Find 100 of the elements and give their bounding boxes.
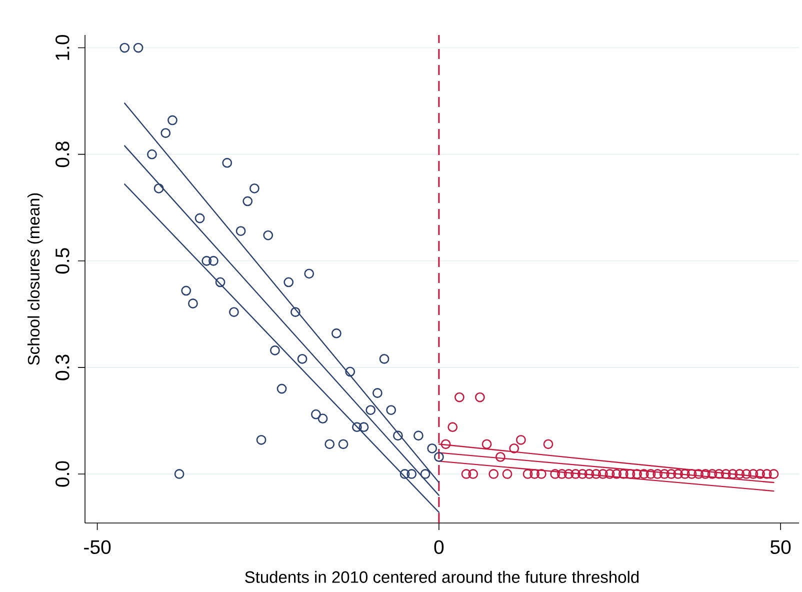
point xyxy=(632,469,642,479)
point xyxy=(530,469,540,479)
point xyxy=(734,469,745,479)
y-tick-label: 0.5 xyxy=(56,248,70,274)
point xyxy=(147,149,157,160)
point xyxy=(222,158,232,168)
point xyxy=(345,366,356,377)
point xyxy=(638,469,649,479)
point xyxy=(468,469,478,479)
point xyxy=(666,469,676,479)
point xyxy=(543,439,554,450)
point xyxy=(720,469,731,479)
point xyxy=(741,469,752,479)
point xyxy=(256,434,266,445)
point xyxy=(188,298,198,308)
y-tick-label: 0.3 xyxy=(56,354,70,380)
point xyxy=(673,469,684,479)
point xyxy=(194,213,205,224)
point xyxy=(297,354,308,364)
point xyxy=(591,469,602,479)
point xyxy=(318,414,328,424)
point xyxy=(352,422,362,432)
point xyxy=(488,469,499,479)
point xyxy=(680,469,690,479)
point xyxy=(358,422,369,432)
point xyxy=(229,307,239,317)
y-tick-label: 1.0 xyxy=(56,34,70,60)
point xyxy=(236,226,246,236)
point xyxy=(728,469,738,479)
point xyxy=(366,405,376,416)
point xyxy=(454,392,464,402)
point xyxy=(324,439,335,450)
point xyxy=(461,469,472,479)
point xyxy=(502,469,512,479)
point xyxy=(250,183,260,194)
point xyxy=(482,439,492,450)
point xyxy=(612,469,622,479)
point xyxy=(536,469,546,479)
y-tick-label: 0.8 xyxy=(56,142,70,168)
point xyxy=(181,286,192,296)
point xyxy=(400,469,410,479)
point xyxy=(270,345,280,356)
point xyxy=(604,469,615,479)
point xyxy=(659,469,670,479)
point xyxy=(174,469,184,479)
point xyxy=(154,183,164,194)
x-tick-label: -50 xyxy=(84,540,111,554)
point xyxy=(276,384,287,394)
point xyxy=(646,469,656,479)
point xyxy=(714,469,724,479)
point xyxy=(392,430,403,441)
point xyxy=(120,42,130,53)
point xyxy=(290,307,300,317)
point xyxy=(707,469,718,479)
point xyxy=(598,469,608,479)
y-tick-label: 0.0 xyxy=(56,461,70,487)
point xyxy=(584,469,594,479)
point xyxy=(768,469,779,479)
point xyxy=(338,439,348,450)
point xyxy=(310,409,321,420)
point xyxy=(564,469,574,479)
point xyxy=(748,469,758,479)
point xyxy=(509,443,520,454)
point xyxy=(625,469,636,479)
point xyxy=(386,405,396,416)
point xyxy=(495,452,506,462)
point xyxy=(448,422,458,432)
point xyxy=(550,469,560,479)
point xyxy=(686,469,697,479)
point xyxy=(372,388,382,398)
point xyxy=(474,392,485,402)
point xyxy=(570,469,581,479)
point xyxy=(434,452,444,462)
point xyxy=(618,469,628,479)
y-axis-title: School closures (mean) xyxy=(27,193,43,365)
point xyxy=(577,469,588,479)
point xyxy=(652,469,663,479)
point xyxy=(406,469,417,479)
point xyxy=(202,256,212,266)
point xyxy=(168,115,178,126)
point xyxy=(516,434,526,445)
point xyxy=(413,430,424,441)
x-tick-label: 50 xyxy=(770,540,791,554)
point xyxy=(133,42,144,53)
point xyxy=(215,277,226,288)
point xyxy=(160,128,171,138)
point xyxy=(263,230,274,240)
point xyxy=(304,268,314,279)
point xyxy=(427,443,438,454)
point xyxy=(208,256,218,266)
point xyxy=(284,277,294,288)
point xyxy=(440,439,451,450)
point xyxy=(556,469,567,479)
point xyxy=(700,469,710,479)
x-tick-label: 0 xyxy=(434,540,444,554)
point xyxy=(242,196,253,206)
point xyxy=(762,469,772,479)
point xyxy=(420,469,430,479)
point xyxy=(755,469,766,479)
point xyxy=(694,469,704,479)
